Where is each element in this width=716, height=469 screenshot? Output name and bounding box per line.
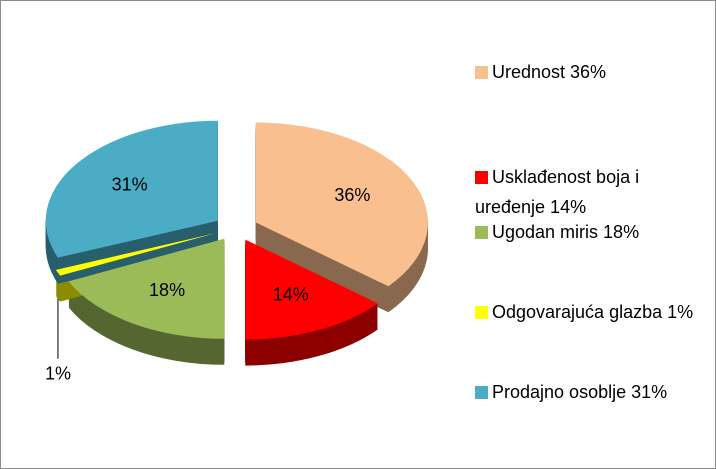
legend-label: Urednost 36% xyxy=(492,62,607,82)
slice xyxy=(245,239,378,340)
data-label: 36% xyxy=(334,185,370,205)
slice xyxy=(45,120,218,258)
legend-swatch xyxy=(475,226,488,239)
slice xyxy=(55,233,216,276)
legend-item: Prodajno osoblje 31% xyxy=(475,377,707,407)
legend-item: Urednost 36% xyxy=(475,57,707,87)
legend-item: Usklađenost boja i uređenje 14% xyxy=(475,162,707,222)
slice xyxy=(68,238,225,339)
data-label: 31% xyxy=(112,175,148,195)
legend-item: Ugodan miris 18% xyxy=(475,217,707,247)
legend-label: Prodajno osoblje 31% xyxy=(492,382,668,402)
legend-swatch xyxy=(475,386,488,399)
legend-swatch xyxy=(475,66,488,79)
legend-label: Odgovarajuća glazba 1% xyxy=(492,302,694,322)
legend-label: Usklađenost boja i uređenje 14% xyxy=(475,167,640,217)
data-label: 14% xyxy=(273,284,309,304)
slice xyxy=(255,122,428,287)
legend-swatch xyxy=(475,171,488,184)
data-label: 18% xyxy=(149,280,185,300)
data-label: 1% xyxy=(45,364,71,384)
legend-item: Odgovarajuća glazba 1% xyxy=(475,297,707,327)
legend-swatch xyxy=(475,306,488,319)
legend-label: Ugodan miris 18% xyxy=(492,222,640,242)
